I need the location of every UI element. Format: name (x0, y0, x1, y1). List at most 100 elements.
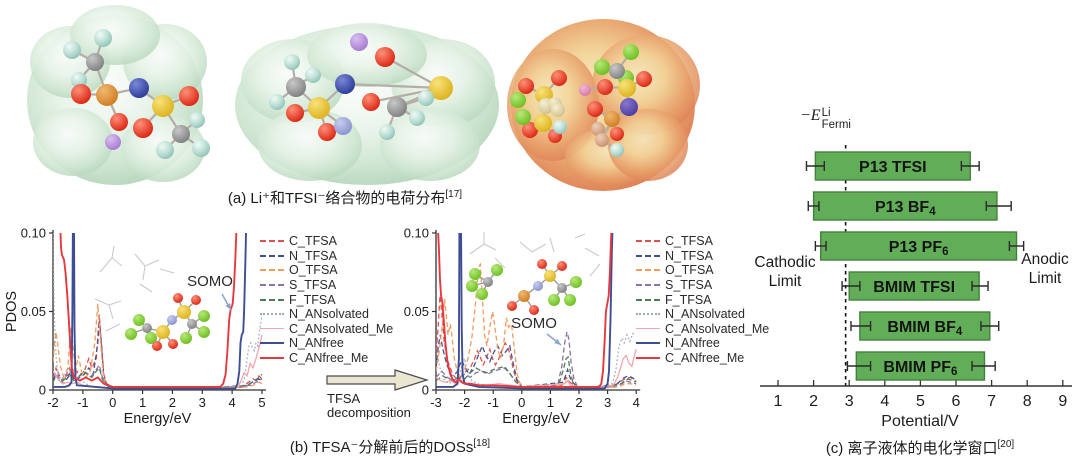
x-tick-label: 1 (547, 395, 554, 410)
wireframe-decoration (494, 257, 506, 269)
legend-before: C_TFSA N_TFSA O_TFSA S_TFSA F_TFSA N_ANsolvat… (260, 234, 393, 365)
atom-F (491, 264, 503, 276)
atom-S (152, 95, 174, 117)
cathodic-line2: Limit (768, 273, 802, 290)
charge-density-cloud (33, 108, 113, 176)
legend-line-sample (260, 254, 284, 257)
dos-curve-C_TFSA (53, 314, 263, 390)
atom-O (507, 301, 517, 311)
window-bar-BMIM-PF (855, 351, 986, 381)
legend-label: N_ANsolvated (289, 307, 369, 322)
atom-O (318, 123, 336, 141)
decomposition-arrow (326, 369, 430, 391)
legend-item-N_ANfree: N_ANfree (260, 336, 393, 351)
atom-S (156, 325, 170, 339)
atom-O (173, 293, 183, 303)
wireframe-decoration (159, 268, 175, 274)
atom-F (564, 294, 576, 306)
atom-F (180, 332, 192, 344)
wireframe-decoration (574, 233, 586, 239)
charge-density-cloud (70, 5, 160, 65)
legend-label: S_TFSA (289, 278, 337, 293)
atom-S (534, 114, 552, 132)
x-tick-label: 2 (169, 395, 176, 410)
dos-curve-N_TFSA (436, 334, 637, 390)
bar-label: BMIM TFSI (873, 279, 955, 296)
x-tick-label: -1 (77, 395, 89, 410)
atom-H (379, 124, 395, 140)
atom-F (476, 288, 488, 300)
atom-O (537, 259, 547, 269)
atom-O (286, 104, 304, 122)
atom-H (305, 67, 321, 83)
atom-O (110, 113, 128, 131)
legend-item-N_TFSA: N_TFSA (636, 249, 769, 264)
legend-item-F_TFSA: F_TFSA (260, 292, 393, 307)
atom-O (152, 341, 162, 351)
atom-O (71, 84, 91, 104)
atom-C (557, 283, 567, 293)
inset-molecule (125, 293, 210, 351)
legend-line-sample (636, 269, 660, 272)
legend-line-sample (260, 240, 284, 243)
atom-H (156, 141, 174, 159)
atom-Nl (533, 281, 543, 291)
atom-O (362, 93, 380, 111)
legend-line-sample (260, 269, 284, 272)
legend-label: C_ANfree_Me (665, 351, 745, 366)
x-tick-label: 2 (575, 395, 582, 410)
x-tick-label: 0 (518, 395, 525, 410)
y-axis-label: PDOS (4, 291, 20, 332)
legend-item-C_ANsolvated_Me: C_ANsolvated_Me (260, 322, 393, 337)
atom-H (269, 94, 285, 110)
atom-F (125, 328, 137, 340)
caption-a: (a) Li⁺和TFSI⁻络合物的电荷分布[17] (180, 187, 510, 208)
dos-curve-N_ANsolvated (436, 332, 637, 390)
legend-item-N_ANfree: N_ANfree (636, 336, 769, 351)
axis-tick-label: 7 (987, 393, 996, 410)
somo-arrowhead-icon (554, 338, 561, 345)
y-axis-label: PDOS (400, 291, 403, 332)
legend-item-O_TFSA: O_TFSA (260, 263, 393, 278)
legend-label: N_ANfree (289, 336, 344, 351)
legend-item-O_TFSA: O_TFSA (636, 263, 769, 278)
x-tick-label: -2 (47, 395, 59, 410)
legend-item-C_TFSA: C_TFSA (636, 234, 769, 249)
x-tick-label: 1 (139, 395, 146, 410)
potential-axis-label: Potential/V (881, 413, 959, 430)
atom-H (94, 29, 112, 47)
charge-density-cloud (608, 109, 688, 181)
dos-curve-C_ANfree_Me (59, 233, 238, 388)
atom-H (192, 139, 210, 157)
atom-O (522, 122, 538, 138)
y-tick-label: 0.05 (404, 304, 429, 319)
caption-c-ref: [20] (997, 439, 1015, 450)
legend-line-sample (260, 284, 284, 287)
legend-label: O_TFSA (665, 263, 714, 278)
atom-Li (350, 33, 368, 51)
bar-label: BMIM PF6 (883, 359, 957, 378)
legend-label: N_ANfree (665, 336, 720, 351)
charge-density-cloud (380, 109, 480, 181)
legend-label: S_TFSA (665, 278, 713, 293)
atom-F (623, 44, 639, 60)
wireframe-decoration (111, 245, 115, 259)
axis-tick-label: 9 (1058, 393, 1067, 410)
y-tick-label: 0 (39, 383, 46, 398)
wireframe-decoration (99, 257, 123, 273)
atom-O (557, 261, 567, 271)
legend-label: C_TFSA (289, 234, 337, 249)
x-tick-label: 0 (109, 395, 116, 410)
legend-label: C_ANfree_Me (289, 351, 369, 366)
legend-line-sample (636, 240, 660, 243)
somo-arrowhead-icon (225, 303, 231, 310)
bar-label: P13 TFSI (859, 159, 927, 176)
y-tick-label: 0.05 (21, 304, 46, 319)
bond (344, 82, 442, 90)
axis-tick-label: 2 (809, 393, 818, 410)
atom-O (375, 47, 395, 67)
legend-line-sample (260, 298, 284, 301)
caption-c: (c) 离子液体的电化学窗口[20] (780, 437, 1060, 458)
axis-tick-label: 4 (880, 393, 889, 410)
atom-H (284, 54, 300, 70)
